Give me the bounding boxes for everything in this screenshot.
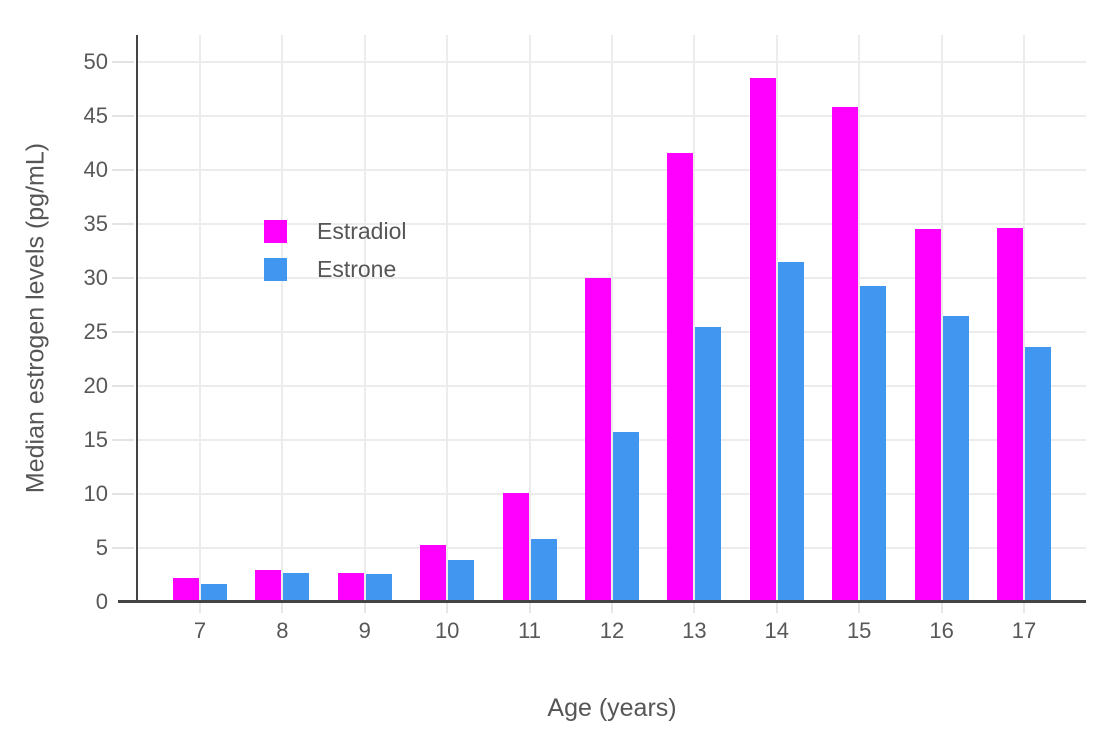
y-tick-45 [112,115,134,117]
x-tick-label-13: 13 [682,618,707,643]
legend-label-estradiol: Estradiol [317,217,407,244]
bar-estrone-age-7 [201,583,227,602]
bar-estrone-age-15 [860,285,887,602]
y-tick-20 [112,385,134,387]
gridline-x-7 [199,35,201,602]
bar-estradiol-age-12 [585,278,611,602]
gridline-x-17 [1023,35,1025,602]
bar-estrone-age-16 [942,315,969,602]
bar-estrone-age-10 [448,559,475,602]
bar-estradiol-age-17 [997,228,1023,602]
y-tick-label-10: 10 [83,481,108,506]
gridline-x-9 [363,35,366,602]
y-tick-label-0: 0 [95,589,108,614]
bar-estradiol-age-13 [667,152,694,602]
x-axis-title: Age (years) [547,694,677,722]
legend: Estradiol Estrone [264,212,406,288]
bar-estradiol-age-14 [749,78,776,602]
legend-label-estrone: Estrone [317,255,397,282]
y-tick-label-5: 5 [95,535,108,560]
bar-estrone-age-13 [695,326,722,602]
y-tick-25 [112,331,134,333]
x-tick-10 [446,603,449,613]
x-tick-label-14: 14 [764,618,790,643]
bar-estradiol-age-9 [337,572,364,602]
y-tick-label-45: 45 [83,103,108,128]
x-tick-9 [363,603,366,613]
y-tick-label-35: 35 [83,211,108,236]
bar-estrone-age-9 [365,573,392,602]
x-tick-label-15: 15 [846,618,872,643]
y-tick-30 [112,277,134,279]
x-tick-label-10: 10 [434,618,460,643]
gridline-x-11 [528,35,531,602]
y-tick-10 [112,493,134,495]
y-tick-5 [112,547,134,549]
y-tick-15 [112,439,134,441]
y-axis-title: Median estrogen levels (pg/mL) [21,142,50,494]
y-axis-line [136,35,138,602]
bar-estrone-age-11 [530,539,557,602]
x-tick-label-11: 11 [518,618,542,643]
bar-estradiol-age-7 [173,578,199,602]
x-axis-line [118,600,1086,603]
y-tick-label-25: 25 [83,319,108,344]
bar-estradiol-age-16 [914,229,941,602]
bar-estradiol-age-11 [502,492,529,602]
bar-estrone-age-14 [777,261,804,602]
bar-estradiol-age-8 [255,569,282,602]
estradiol-swatch-icon [264,219,287,243]
estrone-swatch-icon [264,257,287,281]
bar-estrone-age-8 [283,572,310,602]
plot-area [138,35,1086,602]
gridline-x-12 [611,35,613,602]
y-tick-label-20: 20 [83,373,108,398]
x-tick-label-9: 9 [358,618,371,643]
gridline-x-14 [775,35,778,602]
x-tick-15 [858,603,861,613]
x-tick-8 [281,603,284,613]
x-tick-label-17: 17 [1011,618,1037,643]
y-tick-label-15: 15 [83,427,108,452]
gridline-x-16 [940,35,943,602]
x-tick-17 [1023,603,1025,613]
y-tick-35 [112,223,134,225]
y-tick-label-30: 30 [83,265,108,290]
y-tick-40 [112,169,134,171]
x-tick-14 [775,603,778,613]
x-tick-label-16: 16 [929,618,954,643]
bar-estradiol-age-10 [420,544,447,602]
legend-item-estrone[interactable]: Estrone [264,250,406,288]
x-tick-label-12: 12 [599,618,625,643]
x-tick-12 [611,603,613,613]
gridline-x-8 [281,35,284,602]
gridline-x-15 [858,35,861,602]
x-tick-11 [528,603,531,613]
gridline-x-13 [693,35,696,602]
bar-estrone-age-12 [613,432,639,602]
legend-item-estradiol[interactable]: Estradiol [264,212,406,250]
x-tick-16 [940,603,943,613]
x-tick-label-8: 8 [276,618,289,643]
y-tick-label-40: 40 [83,157,108,182]
x-tick-label-7: 7 [193,618,207,643]
x-tick-13 [693,603,696,613]
y-tick-label-50: 50 [83,49,108,74]
gridline-x-10 [446,35,449,602]
bar-estrone-age-17 [1025,347,1051,602]
y-tick-50 [112,61,134,63]
bar-estradiol-age-15 [832,107,859,602]
x-tick-7 [199,603,201,613]
